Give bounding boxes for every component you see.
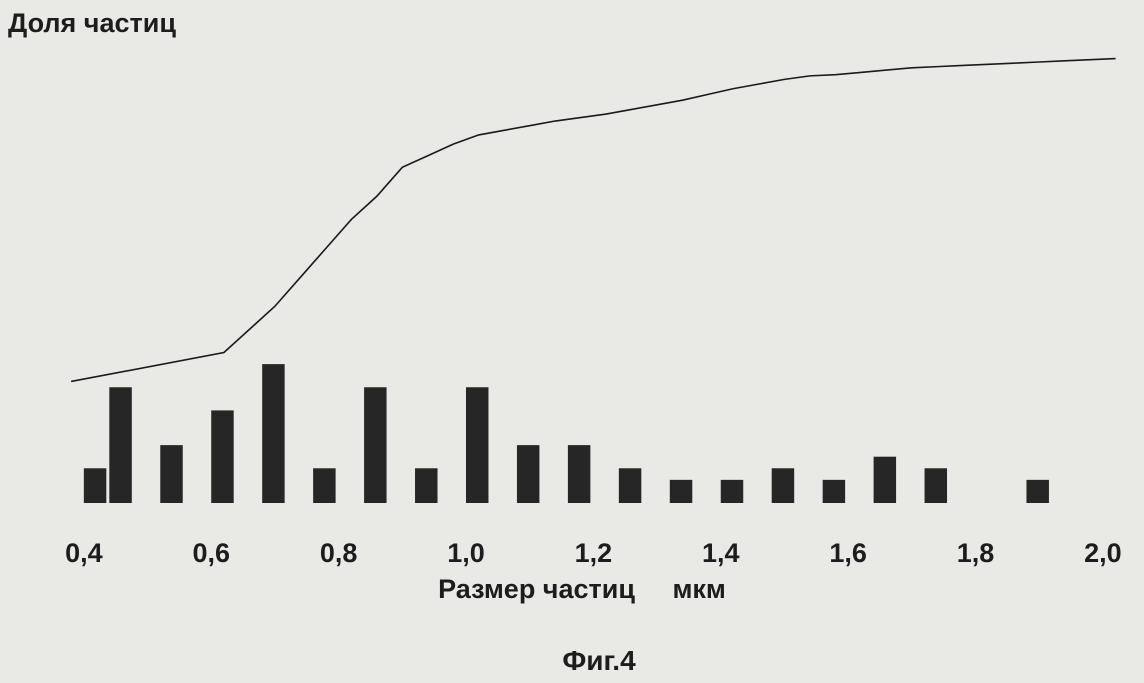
histogram-bar [568, 445, 590, 503]
x-tick-label: 1,0 [447, 538, 485, 568]
x-tick-label: 0,4 [65, 538, 103, 568]
histogram-bar [262, 364, 284, 503]
bars-group [84, 364, 1049, 503]
x-axis-label: Размер частиц мкм [0, 574, 1144, 605]
histogram-bar [466, 387, 488, 503]
histogram-bar [517, 445, 539, 503]
histogram-bar [415, 468, 437, 503]
histogram-bar [364, 387, 386, 503]
x-tick-label: 2,0 [1084, 538, 1122, 568]
histogram-bar [925, 468, 947, 503]
histogram-bar [772, 468, 794, 503]
histogram-bar [619, 468, 641, 503]
x-tick-label: 1,2 [575, 538, 613, 568]
cumulative-line-group [71, 59, 1116, 382]
histogram-bar [313, 468, 335, 503]
histogram-bar [874, 457, 896, 503]
histogram-bar [160, 445, 182, 503]
histogram-bar [109, 387, 131, 503]
x-tick-label: 1,6 [829, 538, 867, 568]
x-tick-label: 1,4 [702, 538, 740, 568]
histogram-bar [211, 410, 233, 503]
x-tick-label: 0,8 [320, 538, 358, 568]
x-tick-labels: 0,4 0,6 0,8 1,0 1,2 1,4 1,6 1,8 2,0 [65, 538, 1122, 568]
histogram-bar [1026, 480, 1048, 503]
cumulative-curve [71, 59, 1116, 382]
histogram-bar [84, 468, 106, 503]
histogram-bar [721, 480, 743, 503]
histogram-bar [670, 480, 692, 503]
x-tick-label: 0,6 [192, 538, 230, 568]
histogram-bar [823, 480, 845, 503]
x-tick-label: 1,8 [957, 538, 995, 568]
figure-caption: Фиг.4 [0, 645, 1144, 677]
